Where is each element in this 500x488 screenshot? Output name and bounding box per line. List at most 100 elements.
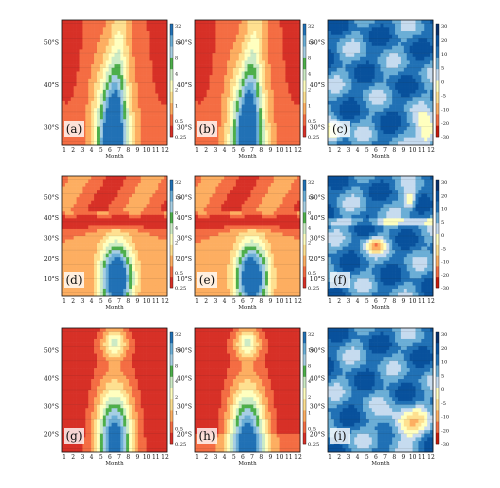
heatmap-cell (218, 137, 222, 142)
heatmap-cell (137, 122, 142, 127)
heatmap-cell (140, 278, 144, 283)
heatmap-cell (238, 126, 242, 131)
heatmap-cell (297, 100, 301, 105)
heatmap-cell (339, 56, 343, 61)
heatmap-cell (129, 211, 133, 216)
heatmap-cell (140, 75, 144, 80)
heatmap-cell (294, 130, 298, 135)
heatmap-cell (395, 104, 399, 109)
heatmap-cell (412, 56, 416, 61)
heatmap-cell (224, 75, 228, 80)
heatmap-cell (114, 260, 118, 265)
panel-label-bg (197, 121, 217, 137)
heatmap-cell (276, 104, 280, 109)
heatmap-cell (143, 60, 147, 65)
month-tick-label: 4 (90, 147, 94, 154)
heatmap-cell (206, 56, 210, 61)
heatmap-cell (62, 228, 66, 233)
heatmap-cell (380, 137, 384, 142)
heatmap-cell (158, 183, 162, 187)
heatmap-cell (97, 97, 101, 102)
heatmap-cell (146, 250, 150, 254)
heatmap-cell (73, 288, 77, 293)
heatmap-cell (105, 60, 109, 65)
heatmap-cell (386, 78, 390, 83)
heatmap-cell (218, 119, 222, 124)
heatmap-cell (279, 75, 283, 80)
heatmap-cell (333, 141, 338, 146)
heatmap-cell (126, 281, 130, 286)
heatmap-cell (149, 204, 153, 209)
heatmap-cell (276, 60, 280, 65)
heatmap-cell (297, 64, 301, 69)
heatmap-cell (403, 53, 408, 58)
heatmap-cell (99, 93, 104, 98)
heatmap-cell (140, 34, 144, 39)
heatmap-cell (336, 23, 340, 28)
heatmap-cell (406, 71, 410, 76)
heatmap-cell (380, 20, 384, 24)
heatmap-cell (253, 64, 257, 69)
heatmap-cell (368, 111, 373, 116)
heatmap-cell (76, 64, 80, 69)
heatmap-cell (97, 260, 101, 265)
heatmap-cell (398, 34, 402, 39)
heatmap-cell (247, 133, 251, 138)
heatmap-cell (102, 130, 107, 135)
heatmap-cell (67, 232, 72, 237)
heatmap-cell (143, 225, 147, 230)
heatmap-cell (279, 126, 283, 131)
heatmap-cell (389, 93, 393, 98)
heatmap-cell (282, 126, 286, 131)
heatmap-cell (146, 56, 150, 61)
heatmap-cell (70, 27, 74, 32)
heatmap-cell (403, 67, 408, 72)
heatmap-cell (161, 228, 165, 233)
heatmap-cell (102, 250, 107, 254)
heatmap-cell (374, 64, 378, 69)
heatmap-cell (427, 122, 431, 127)
heatmap-cell (406, 53, 410, 58)
heatmap-cell (108, 204, 112, 209)
heatmap-cell (400, 60, 405, 65)
heatmap-cell (270, 130, 275, 135)
heatmap-cell (267, 34, 272, 39)
heatmap-cell (209, 60, 213, 65)
heatmap-cell (427, 137, 431, 142)
heatmap-cell (155, 126, 159, 131)
heatmap-cell (297, 31, 301, 36)
heatmap-cell (62, 23, 66, 28)
heatmap-cell (64, 31, 69, 36)
heatmap-cell (291, 133, 295, 138)
heatmap-cell (105, 108, 109, 113)
heatmap-cell (395, 141, 399, 146)
heatmap-cell (120, 119, 124, 124)
heatmap-cell (117, 67, 121, 72)
heatmap-cell (155, 86, 159, 91)
heatmap-cell (161, 257, 165, 262)
heatmap-cell (143, 264, 147, 269)
heatmap-cell (82, 200, 86, 205)
heatmap-cell (348, 141, 352, 146)
heatmap-cell (137, 64, 142, 69)
heatmap-cell (203, 49, 207, 54)
heatmap-cell (279, 141, 283, 146)
heatmap-cell (99, 64, 104, 69)
heatmap-cell (418, 71, 422, 76)
heatmap-cell (70, 183, 74, 187)
heatmap-cell (85, 243, 89, 247)
heatmap-cell (371, 130, 375, 135)
heatmap-cell (88, 93, 92, 98)
heatmap-cell (345, 100, 349, 105)
heatmap-cell (282, 31, 286, 36)
heatmap-cell (336, 75, 340, 80)
heatmap-cell (241, 53, 245, 58)
heatmap-cell (99, 225, 104, 230)
heatmap-cell (368, 64, 373, 69)
heatmap-cell (99, 23, 104, 28)
heatmap-cell (146, 197, 150, 202)
heatmap-cell (120, 49, 124, 54)
heatmap-cell (91, 197, 95, 202)
heatmap-cell (357, 93, 361, 98)
heatmap-cell (102, 89, 107, 94)
